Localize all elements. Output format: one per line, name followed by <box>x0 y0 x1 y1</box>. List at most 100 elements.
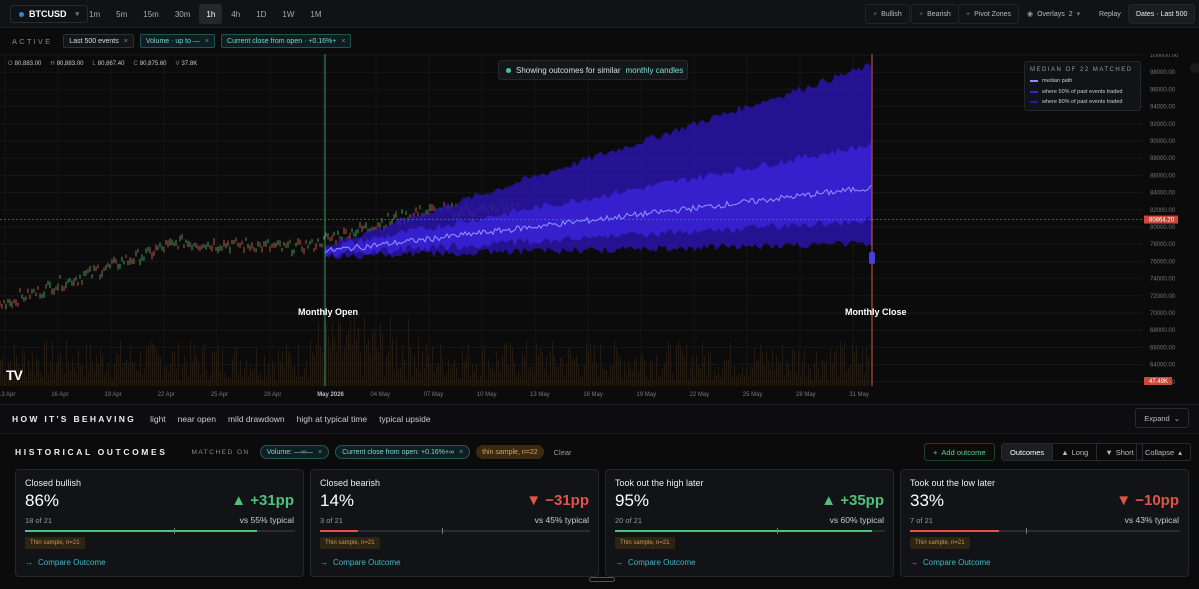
volume-bar <box>646 376 647 386</box>
outcome-card: Closed bullish 86% 18 of 21 ▲ +31pp vs 5… <box>15 469 304 577</box>
expand-button[interactable]: Expand ⌄ <box>1135 408 1189 428</box>
matched-pill-volume[interactable]: Volume: —∞— × <box>259 445 330 459</box>
dates-button[interactable]: Dates · Last 500 <box>1128 4 1196 24</box>
volume-bar <box>154 345 155 386</box>
volume-bar <box>412 377 413 386</box>
price-chart[interactable]: 100000.00 98000.00 96000.00 94000.00 92000.0… <box>0 54 1199 400</box>
volume-bar <box>784 375 785 386</box>
volume-bar <box>822 360 823 386</box>
add-outcome-button[interactable]: + Add outcome <box>924 443 995 461</box>
chevron-down-icon: ⌄ <box>1173 413 1180 423</box>
volume-bar <box>122 367 123 386</box>
volume-bar <box>392 337 393 386</box>
volume-bar <box>100 349 101 386</box>
overlays-button[interactable]: ◉ Overlays 2 ▾ <box>1019 4 1088 24</box>
volume-bar <box>30 370 31 386</box>
volume-bar <box>310 341 311 386</box>
filter-chip-volume[interactable]: Volume · up to — × <box>139 34 216 48</box>
volume-bar <box>438 363 439 386</box>
thin-sample-badge: Thin sample, n=21 <box>910 537 970 549</box>
filter-chip-close-from-open[interactable]: Current close from open · +0.16%+ × <box>221 34 352 48</box>
volume-bar <box>626 373 627 386</box>
volume-bar <box>500 370 501 386</box>
filter-chip-events[interactable]: Last 500 events × <box>63 34 134 48</box>
volume-bar <box>554 355 555 386</box>
volume-bar <box>82 365 83 386</box>
pivot-zones-button[interactable]: + Pivot Zones <box>958 4 1020 24</box>
clear-button[interactable]: Clear <box>553 447 572 457</box>
volume-bar <box>436 366 437 386</box>
close-icon[interactable]: × <box>341 37 346 45</box>
close-icon[interactable]: × <box>204 37 210 45</box>
compare-outcome-link[interactable]: → Compare Outcome <box>910 558 991 567</box>
volume-bar <box>250 365 251 386</box>
timeframe-30m[interactable]: 30m <box>174 9 191 19</box>
volume-bar <box>460 377 461 386</box>
volume-bar <box>254 368 255 386</box>
price-tag: 80864.20 <box>1149 218 1175 224</box>
bullish-button[interactable]: + Bullish <box>865 4 910 24</box>
outcomes-tab[interactable]: Outcomes <box>1002 444 1054 460</box>
card-percent: 86% <box>25 491 60 510</box>
volume-bar <box>110 376 111 386</box>
short-tab[interactable]: ▼ Short <box>1097 444 1141 460</box>
timeframe-1M[interactable]: 1M <box>310 9 322 19</box>
timeframe-1W[interactable]: 1W <box>282 9 295 19</box>
volume-bar <box>710 351 711 386</box>
behaving-item: light <box>150 414 166 424</box>
volume-bar <box>232 358 233 386</box>
scroll-handle[interactable] <box>589 577 615 582</box>
close-icon[interactable]: × <box>317 448 323 456</box>
volume-bar <box>812 379 813 386</box>
thin-sample-badge: Thin sample, n=21 <box>320 537 380 549</box>
volume-bar <box>584 364 585 386</box>
matched-on-label: MATCHED ON <box>191 448 250 456</box>
legend-title: MEDIAN OF 22 MATCHED <box>1030 67 1133 73</box>
long-tab[interactable]: ▲ Long <box>1053 444 1098 460</box>
volume-bar <box>830 348 831 386</box>
volume-bar <box>524 356 525 386</box>
volume-bar <box>546 356 547 386</box>
volume-bar <box>266 376 267 386</box>
symbol-selector[interactable]: BTCUSD ▾ <box>10 5 89 23</box>
price-axis-label: 72000.00 <box>1150 294 1176 300</box>
timeframe-15m[interactable]: 15m <box>143 9 159 19</box>
volume-bar <box>522 351 523 386</box>
close-icon[interactable]: × <box>459 448 464 456</box>
volume-bar <box>40 372 41 386</box>
compare-outcome-link[interactable]: → Compare Outcome <box>25 558 106 567</box>
volume-bar <box>270 375 271 386</box>
timeframe-1h[interactable]: 1h <box>199 4 223 24</box>
volume-bar <box>372 331 373 386</box>
compare-outcome-link[interactable]: → Compare Outcome <box>320 558 401 567</box>
volume-bar <box>432 346 433 386</box>
outcomes-label: Outcomes <box>1010 447 1045 457</box>
volume-bar <box>274 363 275 386</box>
volume-bar <box>42 377 43 386</box>
volume-bar <box>200 374 201 386</box>
volume-bar <box>416 368 417 386</box>
time-axis-label: 19 May <box>636 392 656 398</box>
volume-bar <box>228 376 229 386</box>
replay-label: Replay <box>1099 10 1121 18</box>
volume-bar <box>288 351 289 386</box>
volume-bar <box>368 338 369 386</box>
volume-tag-bg <box>1144 377 1172 385</box>
timeframe-group: 1m 5m 15m 30m 1h 4h 1D 1W 1M <box>82 4 329 24</box>
volume-bar <box>346 335 347 386</box>
matched-pill-close-from-open[interactable]: Current close from open: +0.16%+∞ × <box>335 445 471 459</box>
replay-button[interactable]: Replay <box>1091 4 1129 24</box>
collapse-button[interactable]: Collapse ▴ <box>1136 443 1191 461</box>
volume-bar <box>514 363 515 386</box>
timeframe-5m[interactable]: 5m <box>116 9 128 19</box>
volume-bar <box>132 361 133 386</box>
timeframe-1D[interactable]: 1D <box>256 9 267 19</box>
volume-bar <box>714 370 715 386</box>
price-axis-label: 88000.00 <box>1150 156 1176 162</box>
bearish-button[interactable]: + Bearish <box>911 4 959 24</box>
timeframe-4h[interactable]: 4h <box>231 9 241 19</box>
time-axis-label: 10 May <box>477 392 497 398</box>
close-icon[interactable]: × <box>123 37 128 45</box>
compare-outcome-link[interactable]: → Compare Outcome <box>615 558 696 567</box>
timeframe-1m[interactable]: 1m <box>89 9 101 19</box>
